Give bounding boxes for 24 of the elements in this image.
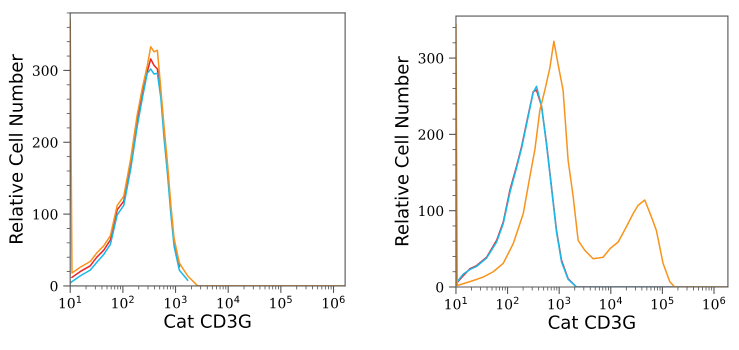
x-tick-label: 10$^{4}$ <box>600 296 622 310</box>
x-tick-label: 10$^{3}$ <box>548 296 570 310</box>
y-axis-title: Relative Cell Number <box>394 56 409 246</box>
y-tick-label: 300 <box>32 65 58 76</box>
y-tick-label: 200 <box>418 129 444 140</box>
x-tick-label: 10$^{3}$ <box>165 296 187 308</box>
x-axis-title: Cat CD3G <box>548 315 635 329</box>
x-tick-label: 10$^{5}$ <box>652 296 674 310</box>
y-tick-label: 200 <box>32 137 58 148</box>
x-tick-label: 10$^{2}$ <box>497 296 518 310</box>
x-tick-label: 10$^{1}$ <box>445 296 467 310</box>
x-tick-label: 10$^{2}$ <box>112 296 134 308</box>
y-tick-label: 100 <box>34 209 58 220</box>
y-tick-label: 100 <box>419 206 444 216</box>
x-tick-label: 10$^{6}$ <box>322 296 345 308</box>
x-axis-title: Cat CD3G <box>164 314 250 328</box>
y-tick-label: 300 <box>418 53 444 64</box>
x-tick-label: 10$^{1}$ <box>60 296 82 308</box>
y-tick-label: 0 <box>50 280 58 292</box>
x-tick-label: 10$^{4}$ <box>218 296 240 308</box>
y-axis-title: Relative Cell Number <box>8 54 23 243</box>
x-tick-label: 10$^{5}$ <box>270 296 292 308</box>
y-tick-label: 0 <box>436 282 444 292</box>
x-tick-label: 10$^{6}$ <box>703 296 726 310</box>
